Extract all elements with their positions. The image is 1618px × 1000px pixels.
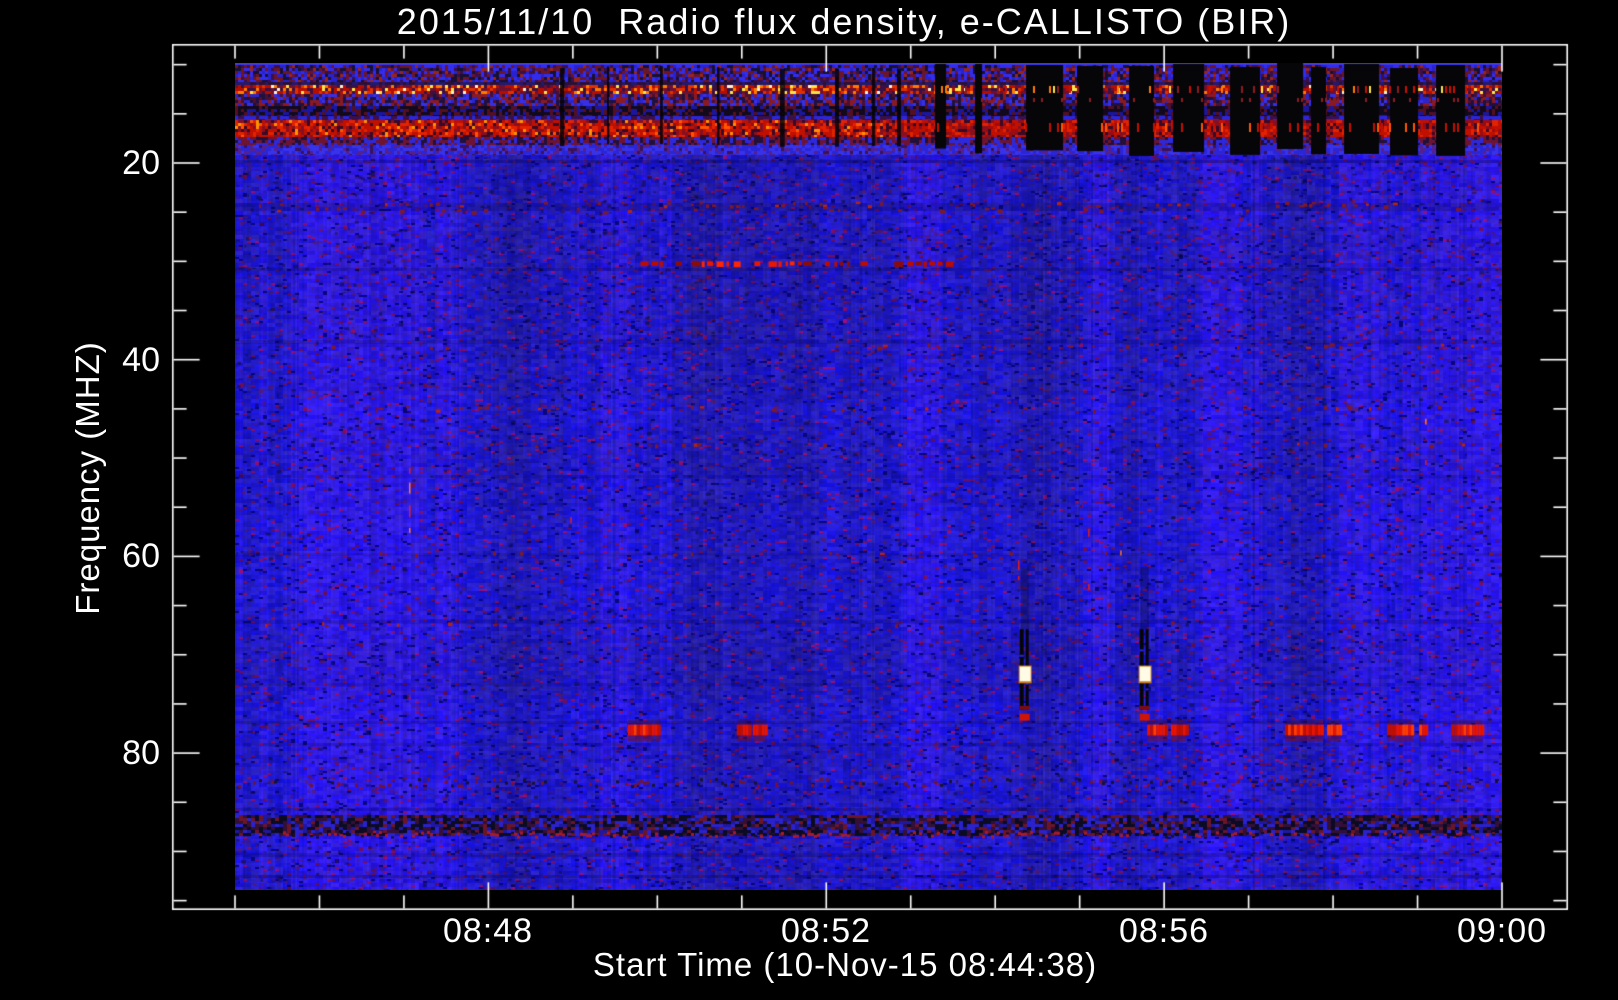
x-tick-label-0848: 08:48 (442, 912, 534, 950)
x-tick-label-0856: 08:56 (1118, 912, 1210, 950)
y-tick-label-80: 80 (122, 734, 160, 772)
y-tick-label-40: 40 (122, 341, 160, 379)
x-axis-title: Start Time (10-Nov-15 08:44:38) (592, 946, 1098, 983)
y-tick-label-60: 60 (122, 537, 160, 575)
x-tick-label-0900: 09:00 (1456, 912, 1548, 950)
x-tick-label-0852: 08:52 (780, 912, 872, 950)
y-tick-label-20: 20 (122, 144, 160, 182)
